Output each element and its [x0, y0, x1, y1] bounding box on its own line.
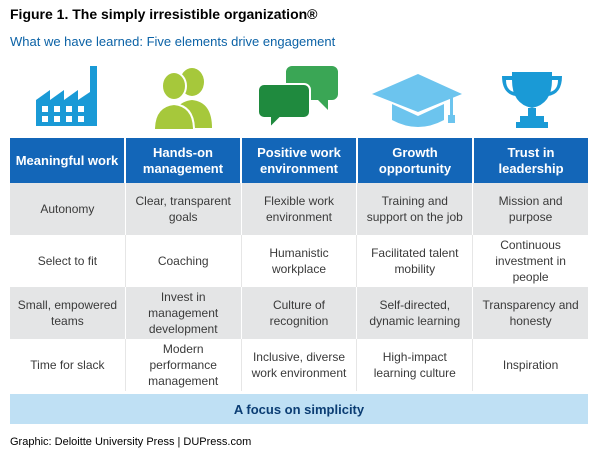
table-cell: Select to fit [10, 235, 126, 287]
table-cell: Culture of recognition [242, 287, 358, 339]
header-row: Meaningful work Hands-on management Posi… [10, 138, 588, 183]
table-cell: Invest in management development [126, 287, 242, 339]
table-row: Select to fit Coaching Humanistic workpl… [10, 235, 588, 287]
table-cell: Transparency and honesty [482, 298, 579, 328]
column-header: Growth opportunity [358, 138, 474, 183]
table-cell: Mission and purpose [498, 194, 563, 224]
icon-row [10, 60, 590, 138]
table-cell: Training and support on the job [357, 183, 474, 235]
column-header: Meaningful work [10, 138, 126, 183]
table-cell: Self-directed, dynamic learning [357, 287, 474, 339]
table-cell: Continuous investment in people [495, 238, 566, 284]
table-cell: Time for slack [10, 339, 126, 391]
table-cell: High-impact learning culture [357, 339, 474, 391]
people-icon [126, 60, 242, 138]
trophy-icon [474, 60, 590, 138]
table-cell: Coaching [126, 235, 242, 287]
table-row: Small, empowered teams Invest in managem… [10, 287, 588, 339]
figure-title: Figure 1. The simply irresistible organi… [10, 6, 318, 22]
table-cell: Clear, transparent goals [126, 183, 242, 235]
source-credit: Graphic: Deloitte University Press | DUP… [10, 436, 252, 448]
table-cell: Small, empowered teams [10, 287, 126, 339]
table-cell: Inclusive, diverse work environment [242, 339, 358, 391]
table-cell: Modern performance management [126, 339, 242, 391]
table-cell: Facilitated talent mobility [357, 235, 474, 287]
graduation-cap-icon [358, 60, 474, 138]
speech-bubbles-icon [242, 60, 358, 138]
elements-table: Meaningful work Hands-on management Posi… [10, 138, 588, 391]
table-cell: Humanistic workplace [242, 235, 358, 287]
figure-subtitle: What we have learned: Five elements driv… [10, 34, 336, 49]
table-cell: Autonomy [10, 183, 126, 235]
table-row: Time for slack Modern performance manage… [10, 339, 588, 391]
table-cell: Flexible work environment [242, 183, 358, 235]
simplicity-banner: A focus on simplicity [10, 394, 588, 424]
table-row: Autonomy Clear, transparent goals Flexib… [10, 183, 588, 235]
factory-icon [10, 60, 126, 138]
column-header: Trust in leadership [498, 144, 564, 176]
column-header: Positive work environment [242, 138, 358, 183]
table-cell: Inspiration [502, 358, 559, 372]
column-header: Hands-on management [126, 138, 242, 183]
